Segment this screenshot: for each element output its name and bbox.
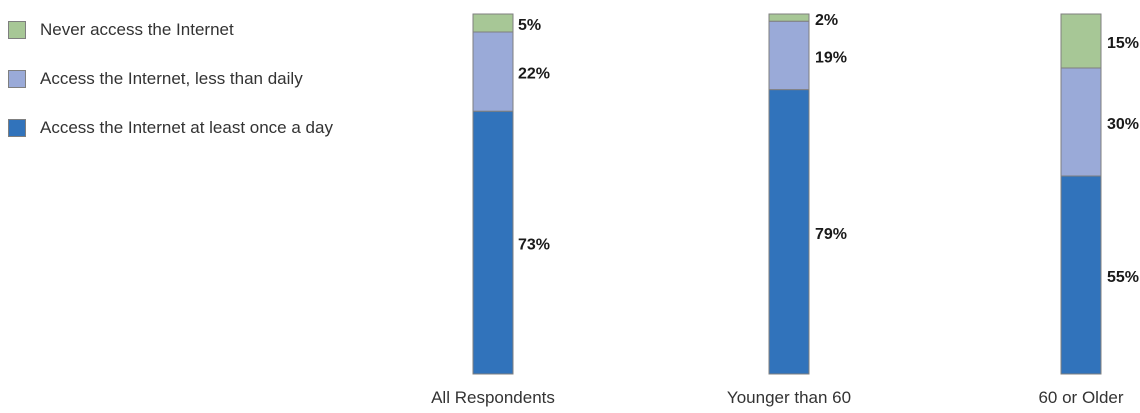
legend-item-less-than-daily: Access the Internet, less than daily: [8, 67, 333, 91]
bar-segment-1-2: [768, 13, 810, 22]
bar-segment-0-1: [472, 31, 514, 112]
legend-label-less-than-daily: Access the Internet, less than daily: [40, 69, 303, 88]
data-label-2-1: 30%: [1107, 116, 1139, 133]
data-label-1-2: 2%: [815, 12, 838, 29]
legend-swatch-never: [8, 21, 26, 39]
bar-segment-1-0: [768, 89, 810, 375]
bar-segment-0-0: [472, 110, 514, 375]
category-label-1: Younger than 60: [727, 388, 851, 407]
chart-legend: Never access the Internet Access the Int…: [8, 18, 333, 165]
data-label-0-0: 73%: [518, 237, 550, 254]
legend-item-never: Never access the Internet: [8, 18, 333, 42]
category-label-2: 60 or Older: [1038, 388, 1123, 407]
legend-item-daily: Access the Internet at least once a day: [8, 116, 333, 140]
legend-swatch-daily: [8, 119, 26, 137]
bar-segment-0-2: [472, 13, 514, 33]
bar-segment-2-0: [1060, 175, 1102, 375]
bar-segment-2-2: [1060, 13, 1102, 69]
bar-segment-1-1: [768, 20, 810, 91]
data-label-1-0: 79%: [815, 226, 847, 243]
legend-label-daily: Access the Internet at least once a day: [40, 118, 333, 137]
data-label-0-2: 5%: [518, 17, 541, 34]
data-label-2-0: 55%: [1107, 269, 1139, 286]
data-label-1-1: 19%: [815, 49, 847, 66]
category-label-0: All Respondents: [431, 388, 555, 407]
data-label-2-2: 15%: [1107, 35, 1139, 52]
legend-label-never: Never access the Internet: [40, 20, 234, 39]
legend-swatch-less-than-daily: [8, 70, 26, 88]
bar-segment-2-1: [1060, 67, 1102, 177]
data-label-0-1: 22%: [518, 66, 550, 83]
